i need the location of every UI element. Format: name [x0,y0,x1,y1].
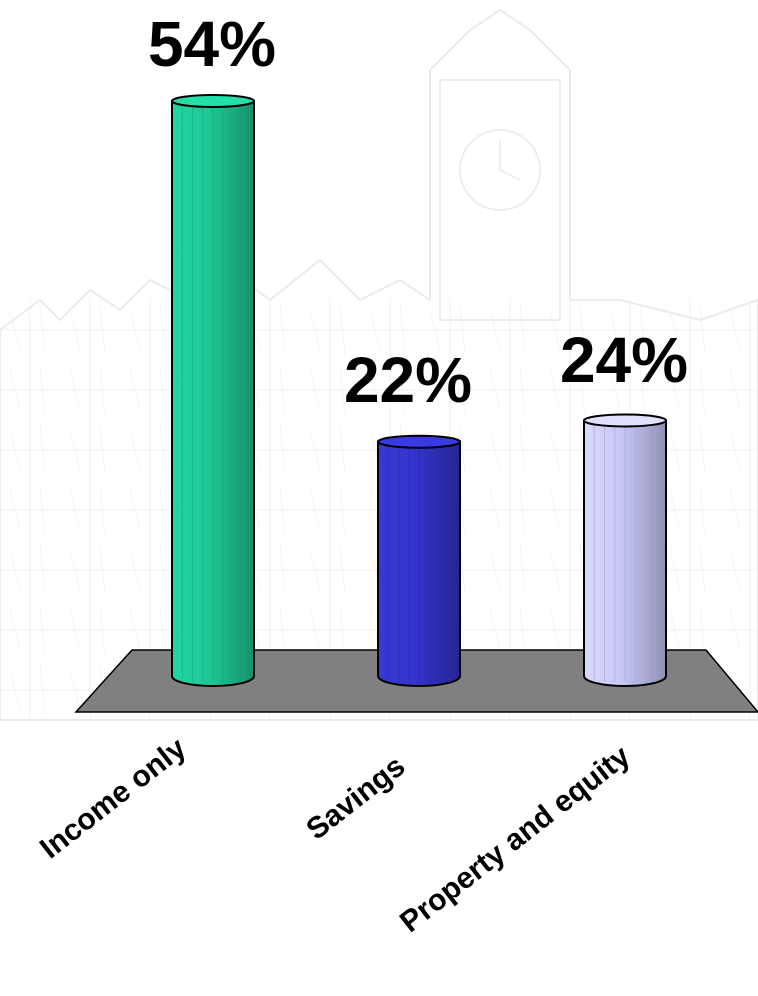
bar-2 [377,434,461,687]
bar-top-cap [377,434,461,449]
value-label: 54% [148,8,276,80]
value-label: 24% [560,324,688,396]
bar-3 [583,413,667,687]
value-labels-layer: 54% 22% 24% [148,8,688,416]
bars-layer [171,94,667,687]
bar-1 [171,94,255,687]
category-label: Savings [300,750,411,847]
category-label: Income only [34,731,192,865]
bar-top-cap [171,94,255,108]
bar-top-cap [583,413,667,428]
value-label: 22% [344,344,472,416]
category-label: Property and equity [394,739,637,939]
